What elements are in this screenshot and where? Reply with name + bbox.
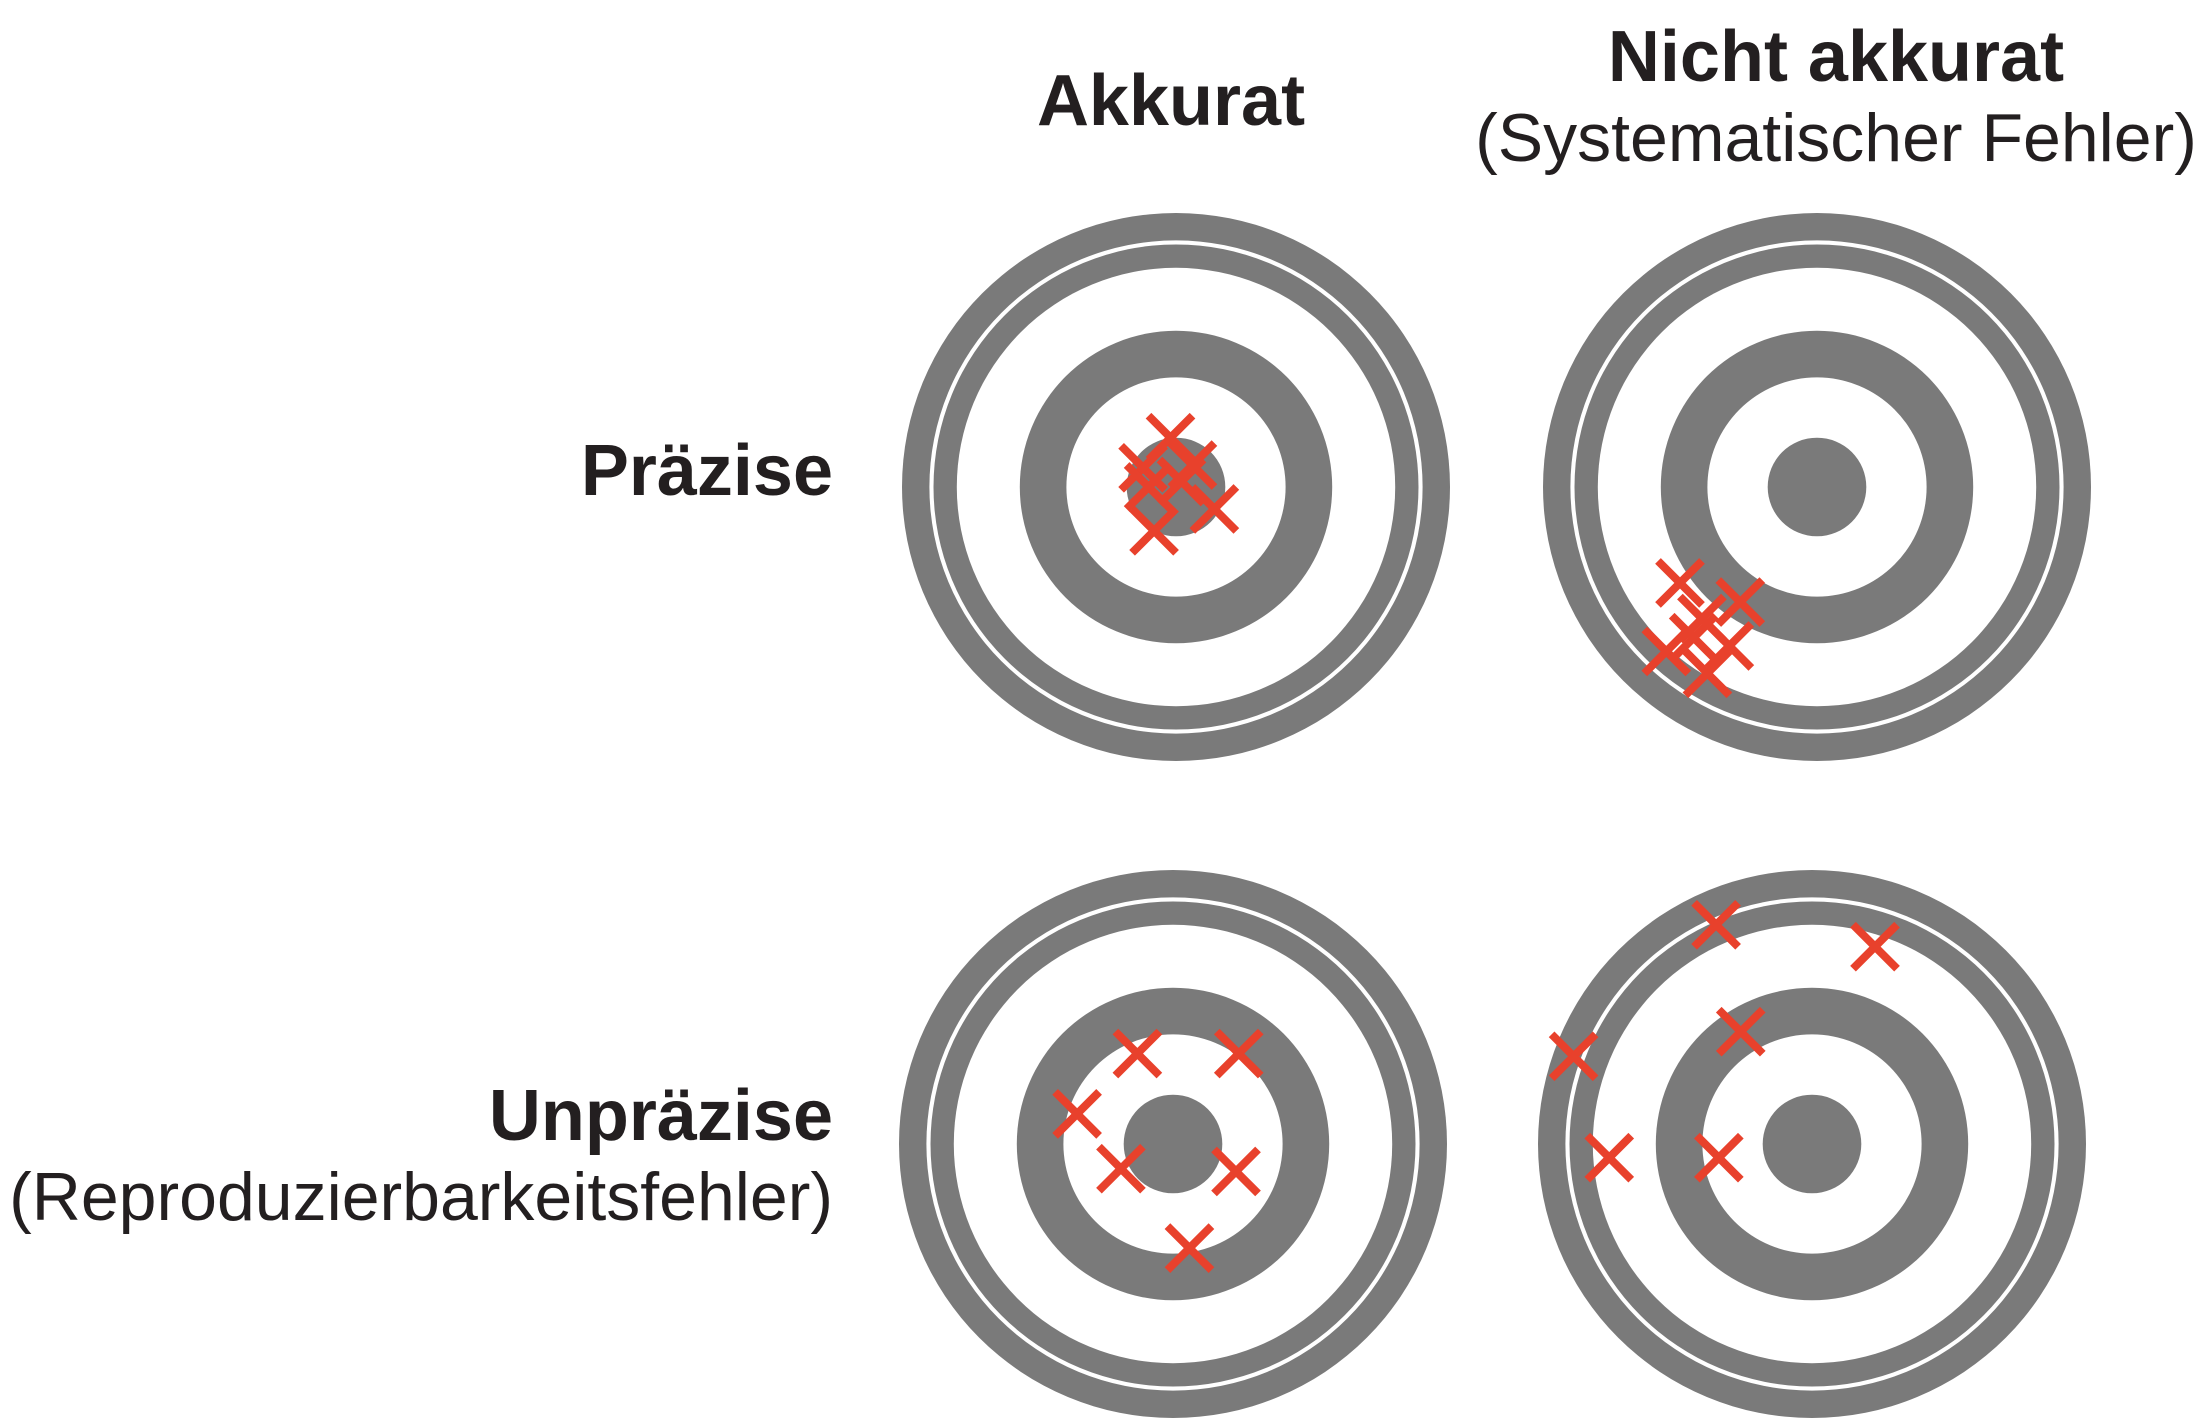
hit-mark: [1164, 1223, 1215, 1273]
hit-mark: [1167, 440, 1218, 490]
target-precise-inaccurate: [1543, 213, 2091, 761]
hit-mark: [1213, 1028, 1264, 1079]
target-imprecise-inaccurate: [1538, 870, 2086, 1418]
column-header-accurate: Akkurat: [941, 60, 1401, 143]
row-subtitle-imprecise: (Reproduzierbarkeitsfehler): [9, 1158, 833, 1235]
target-ring: [1767, 437, 1867, 537]
hit-mark: [1694, 1132, 1744, 1183]
hit-mark: [1655, 558, 1705, 608]
row-title-imprecise: Unpräzise: [488, 1076, 833, 1156]
hit-mark: [1112, 1028, 1163, 1079]
column-title-accurate: Akkurat: [1036, 61, 1306, 141]
hit-mark: [1129, 506, 1179, 556]
row-title-precise: Präzise: [580, 431, 833, 511]
column-header-inaccurate: Nicht akkurat (Systematischer Fehler): [1456, 16, 2212, 177]
target-imprecise-accurate: [899, 870, 1447, 1418]
target-ring: [1762, 1094, 1862, 1194]
hit-mark: [1691, 899, 1741, 950]
hit-mark: [1548, 1031, 1599, 1082]
hit-mark: [1677, 593, 1727, 644]
column-subtitle-inaccurate: (Systematischer Fehler): [1475, 99, 2197, 176]
hit-mark: [1715, 1006, 1766, 1057]
hit-mark: [1052, 1089, 1102, 1139]
target-ring: [1123, 1094, 1223, 1194]
hit-mark: [1715, 577, 1766, 627]
target-precise-accurate: [902, 213, 1450, 761]
hit-mark: [1584, 1132, 1635, 1183]
hit-mark: [1123, 462, 1174, 512]
hit-mark: [1211, 1146, 1261, 1197]
hit-mark: [1850, 921, 1900, 972]
row-header-imprecise: Unpräzise (Reproduzierbarkeitsfehler): [0, 1075, 833, 1236]
row-header-precise: Präzise: [0, 430, 833, 513]
column-title-inaccurate: Nicht akkurat: [1607, 17, 2065, 97]
hit-mark: [1096, 1143, 1146, 1194]
